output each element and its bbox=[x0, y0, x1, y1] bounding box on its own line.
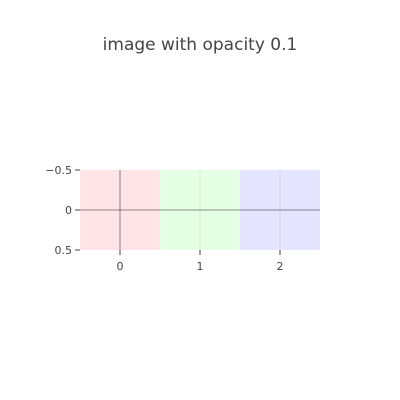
y-tick-label-0: −0.5 bbox=[45, 164, 72, 177]
plot-area bbox=[80, 170, 320, 250]
x-tick-label-1: 1 bbox=[197, 260, 204, 273]
y-axis: −0.5 0 0.5 bbox=[45, 164, 80, 257]
y-tick-label-2: 0.5 bbox=[55, 244, 73, 257]
chart-title: image with opacity 0.1 bbox=[103, 35, 298, 55]
x-tick-label-2: 2 bbox=[277, 260, 284, 273]
x-axis: 0 1 2 bbox=[117, 250, 284, 273]
y-tick-label-1: 0 bbox=[65, 204, 72, 217]
x-tick-label-0: 0 bbox=[117, 260, 124, 273]
